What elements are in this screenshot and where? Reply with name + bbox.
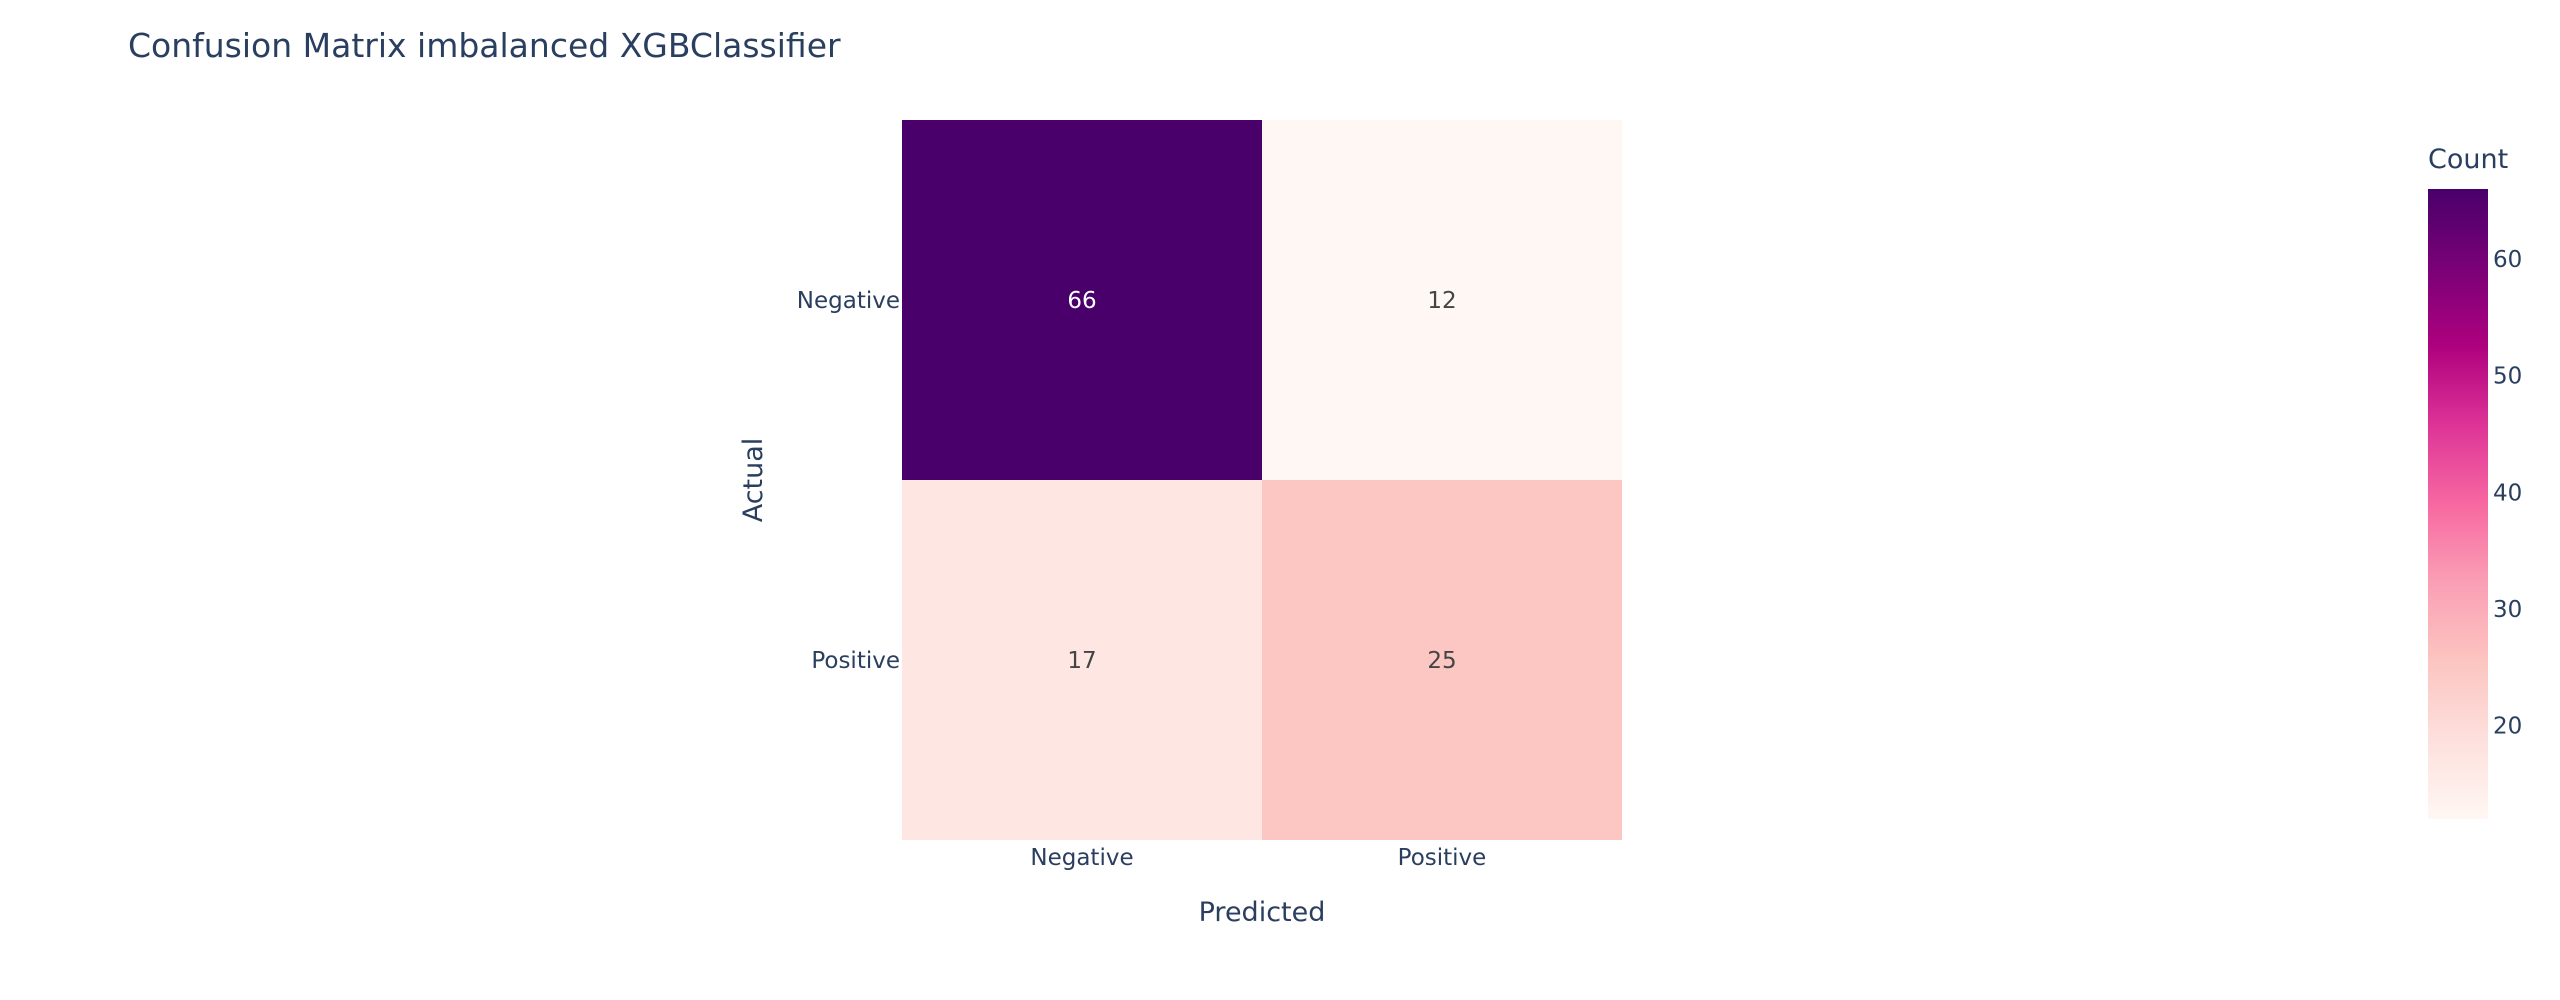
heatmap-cells <box>902 120 1622 840</box>
heatmap-cell-labels: 66 12 17 25 <box>1067 288 1456 674</box>
colorbar-title: Count <box>2428 144 2508 175</box>
cell-value-label: 12 <box>1427 288 1456 314</box>
colorbar: Count 20 30 40 50 60 <box>2428 144 2522 819</box>
heatmap-cell-positive-negative <box>902 480 1262 840</box>
x-axis-title: Predicted <box>1199 897 1326 928</box>
colorbar-ticks: 20 30 40 50 60 <box>2493 247 2522 740</box>
heatmap-cell-negative-negative <box>902 120 1262 480</box>
colorbar-tick-label: 30 <box>2493 597 2522 623</box>
x-tick-label: Positive <box>1398 845 1487 871</box>
colorbar-tick-label: 20 <box>2493 714 2522 740</box>
heatmap-cell-positive-positive <box>1262 480 1622 840</box>
cell-value-label: 66 <box>1067 288 1096 314</box>
x-tick-label: Negative <box>1030 845 1133 871</box>
colorbar-tick-label: 60 <box>2493 247 2522 273</box>
cell-value-label: 17 <box>1067 648 1096 674</box>
y-axis-ticks: Negative Positive <box>797 288 900 674</box>
y-tick-label: Positive <box>811 648 900 674</box>
chart-title: Confusion Matrix imbalanced XGBClassifie… <box>128 26 841 65</box>
colorbar-gradient <box>2428 189 2488 819</box>
x-axis-ticks: Negative Positive <box>1030 845 1486 871</box>
y-axis-title: Actual <box>738 438 769 523</box>
y-tick-label: Negative <box>797 288 900 314</box>
colorbar-tick-label: 40 <box>2493 480 2522 506</box>
cell-value-label: 25 <box>1427 648 1456 674</box>
colorbar-tick-label: 50 <box>2493 364 2522 390</box>
heatmap-cell-negative-positive <box>1262 120 1622 480</box>
